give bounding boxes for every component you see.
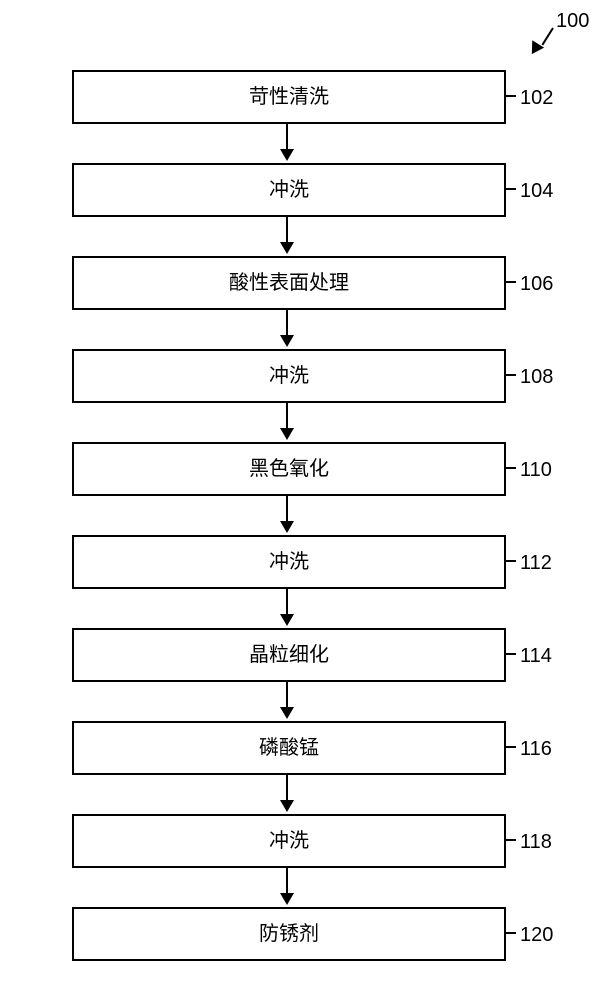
process-step-box: 苛性清洗 [72,70,506,124]
process-step-label: 酸性表面处理 [229,273,349,293]
process-step-label: 晶粒细化 [249,645,329,665]
flow-arrow-head [280,614,294,626]
step-leader-line [504,188,516,190]
figure-pointer-line [542,27,554,45]
step-leader-line [504,839,516,841]
flow-arrow-head [280,707,294,719]
process-step-label: 冲洗 [269,366,309,386]
flow-arrow-line [286,680,288,707]
process-step-box: 酸性表面处理 [72,256,506,310]
flow-arrow-head [280,242,294,254]
step-leader-line [504,281,516,283]
step-leader-line [504,95,516,97]
process-step-label: 苛性清洗 [249,87,329,107]
process-step-label: 冲洗 [269,552,309,572]
step-leader-line [504,653,516,655]
flow-arrow-line [286,122,288,149]
process-step-number: 116 [520,739,552,759]
process-step-number: 120 [520,925,553,945]
step-leader-line [504,932,516,934]
process-step-box: 冲洗 [72,814,506,868]
process-step-label: 防锈剂 [259,924,319,944]
process-step-box: 磷酸锰 [72,721,506,775]
process-step-label: 磷酸锰 [259,738,319,758]
figure-id-label: 100 [556,10,589,33]
flow-arrow-head [280,149,294,161]
flow-arrow-line [286,401,288,428]
flow-arrow-head [280,893,294,905]
flow-arrow-line [286,587,288,614]
process-step-number: 110 [520,460,552,480]
flow-arrow-head [280,521,294,533]
flow-arrow-line [286,215,288,242]
process-step-number: 114 [520,646,552,666]
step-leader-line [504,746,516,748]
flowchart-canvas: 100 苛性清洗 102 冲洗 104 酸性表面处理 106 冲洗 108 黑色氧化 110 冲洗 1… [0,0,614,1000]
process-step-box: 晶粒细化 [72,628,506,682]
process-step-label: 冲洗 [269,831,309,851]
process-step-number: 108 [520,367,553,387]
flow-arrow-head [280,800,294,812]
flow-arrow-line [286,866,288,893]
process-step-label: 黑色氧化 [249,459,329,479]
process-step-box: 冲洗 [72,535,506,589]
process-step-number: 102 [520,88,553,108]
flow-arrow-head [280,428,294,440]
process-step-box: 冲洗 [72,163,506,217]
process-step-box: 冲洗 [72,349,506,403]
process-step-number: 104 [520,181,553,201]
step-leader-line [504,560,516,562]
flow-arrow-head [280,335,294,347]
process-step-number: 112 [520,553,552,573]
process-step-label: 冲洗 [269,180,309,200]
process-step-number: 106 [520,274,553,294]
flow-arrow-line [286,773,288,800]
process-step-number: 118 [520,832,552,852]
process-step-box: 黑色氧化 [72,442,506,496]
flow-arrow-line [286,494,288,521]
flow-arrow-line [286,308,288,335]
process-step-box: 防锈剂 [72,907,506,961]
step-leader-line [504,467,516,469]
step-leader-line [504,374,516,376]
